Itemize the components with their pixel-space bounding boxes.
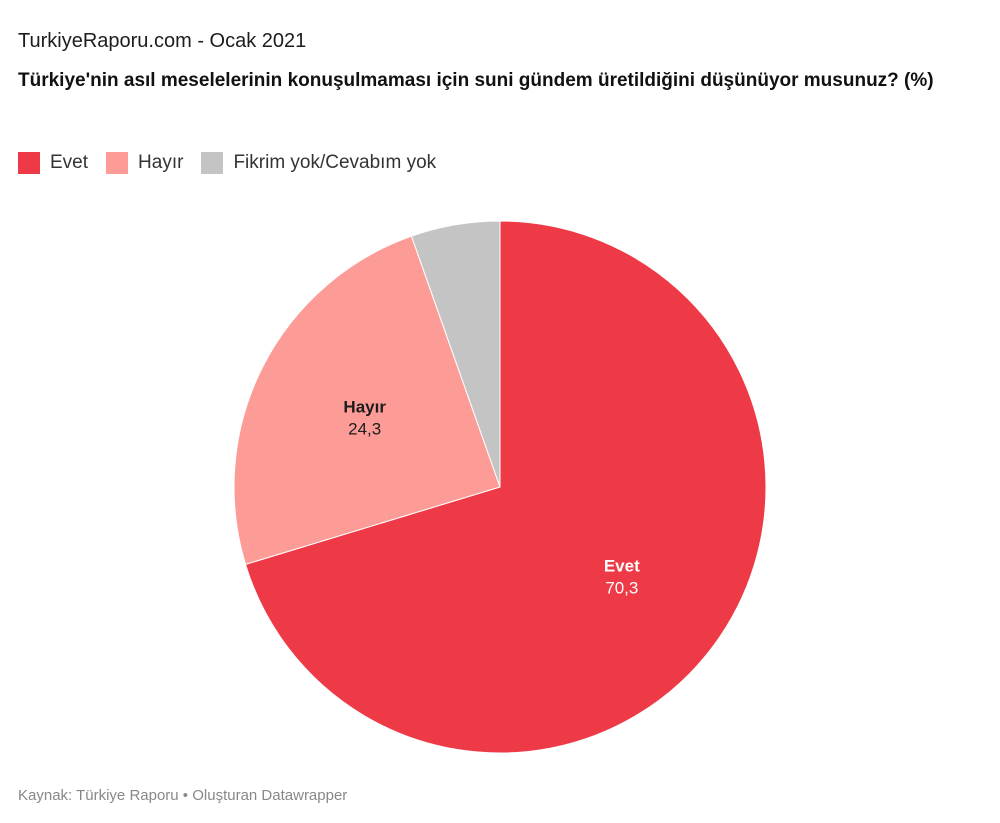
footer-source: Kaynak: Türkiye Raporu • Oluşturan Dataw… bbox=[18, 787, 348, 804]
legend-item-evet: Evet bbox=[18, 152, 88, 174]
pie-slice-hay-r bbox=[233, 235, 501, 566]
source-line: TurkiyeRaporu.com - Ocak 2021 bbox=[18, 30, 307, 52]
legend-label-hayir: Hayır bbox=[138, 152, 184, 173]
legend: Evet Hayır Fikrim yok/Cevabım yok bbox=[18, 152, 436, 174]
legend-swatch-evet bbox=[18, 152, 40, 174]
legend-item-fikrim-yok: Fikrim yok/Cevabım yok bbox=[201, 152, 436, 174]
slice-label-value: 24,3 bbox=[348, 420, 381, 439]
slice-label-name: Evet bbox=[604, 556, 640, 575]
legend-swatch-hayir bbox=[106, 152, 129, 174]
legend-label-fikrim-yok: Fikrim yok/Cevabım yok bbox=[233, 152, 437, 173]
pie-slice-evet bbox=[244, 220, 767, 754]
slice-label-name: Hayır bbox=[343, 398, 386, 417]
pie-slice-fikrim-yok-cevab-m-yok bbox=[410, 220, 501, 488]
slice-label-value: 70,3 bbox=[605, 578, 638, 597]
legend-label-evet: Evet bbox=[50, 152, 89, 173]
legend-item-hayir: Hayır bbox=[106, 152, 183, 174]
chart-title: Türkiye'nin asıl meselelerinin konuşulma… bbox=[18, 70, 934, 91]
legend-swatch-fikrim-yok bbox=[201, 152, 224, 174]
